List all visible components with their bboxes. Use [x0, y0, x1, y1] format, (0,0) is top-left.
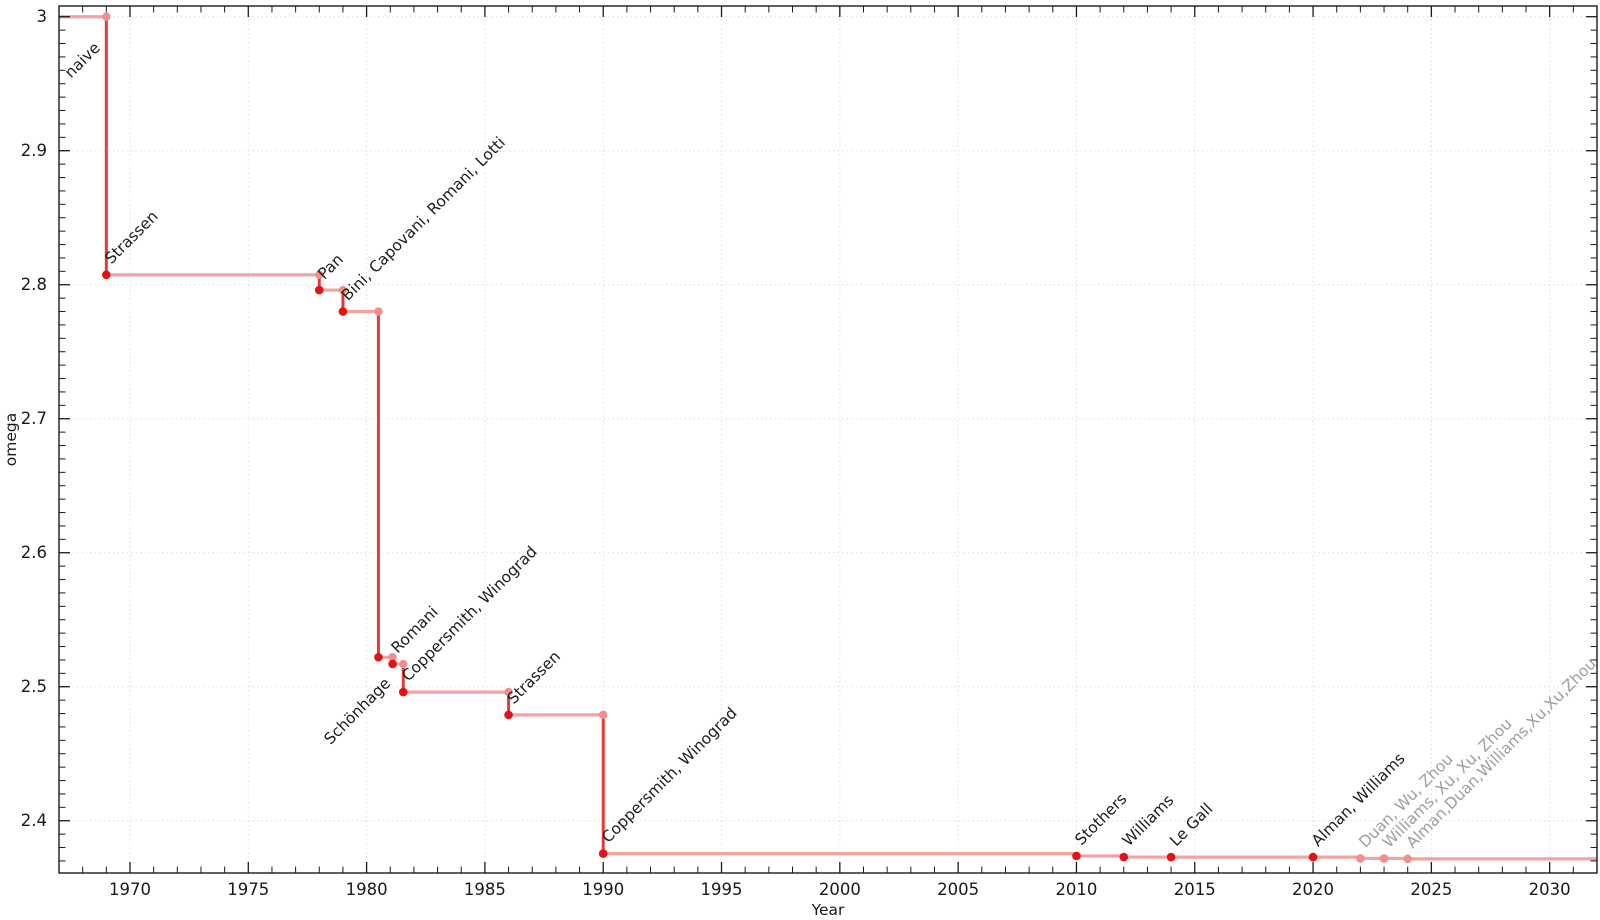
y-tick-label: 2.8 — [21, 275, 47, 294]
y-tick-label: 2.6 — [21, 543, 47, 562]
data-point-marker — [374, 652, 383, 662]
x-tick-label: 1970 — [109, 880, 151, 899]
axes-frame — [58, 5, 1598, 874]
data-point-marker — [1379, 854, 1389, 863]
y-tick-label: 2.4 — [21, 811, 47, 830]
x-tick-label: 2010 — [1055, 880, 1097, 899]
data-point-marker — [1119, 852, 1129, 862]
x-tick-label: 2025 — [1410, 880, 1452, 899]
data-point-marker — [1403, 854, 1413, 864]
data-point-marker — [598, 849, 608, 858]
x-axis-label: Year — [811, 901, 845, 919]
data-point-marker — [388, 659, 397, 669]
x-tick-label: 2005 — [937, 880, 979, 899]
data-point-marker — [1072, 851, 1081, 861]
x-tick-label: 1990 — [582, 880, 624, 899]
x-tick-label: 1980 — [346, 880, 388, 899]
x-tick-label: 2015 — [1174, 880, 1216, 899]
x-tick-label: 2020 — [1292, 880, 1334, 899]
drop-top-marker — [374, 307, 383, 316]
data-point-marker — [102, 270, 111, 280]
y-tick-label: 3 — [37, 7, 48, 26]
data-point-marker — [1308, 852, 1318, 862]
x-tick-label: 1995 — [701, 880, 743, 899]
x-tick-label: 2000 — [819, 880, 861, 899]
x-tick-label: 2030 — [1529, 880, 1571, 899]
y-tick-label: 2.9 — [21, 141, 47, 160]
drop-top-marker — [102, 12, 111, 21]
drop-top-marker — [338, 285, 348, 295]
drop-top-marker — [504, 687, 513, 697]
drop-top-marker — [388, 653, 397, 662]
x-tick-label: 1985 — [464, 880, 506, 899]
data-point-marker — [504, 710, 513, 720]
data-point-marker — [398, 687, 408, 697]
x-tick-label: 1975 — [227, 880, 269, 899]
y-axis-label: omega — [2, 413, 20, 466]
y-tick-label: 2.7 — [21, 409, 47, 428]
data-point-marker — [1356, 854, 1365, 863]
data-point-marker — [1166, 852, 1176, 862]
drop-top-marker — [599, 710, 608, 720]
drop-top-marker — [315, 270, 324, 280]
drop-top-marker — [399, 659, 408, 669]
data-point-marker — [314, 285, 324, 295]
y-tick-label: 2.5 — [21, 677, 47, 696]
data-point-marker — [338, 307, 348, 316]
